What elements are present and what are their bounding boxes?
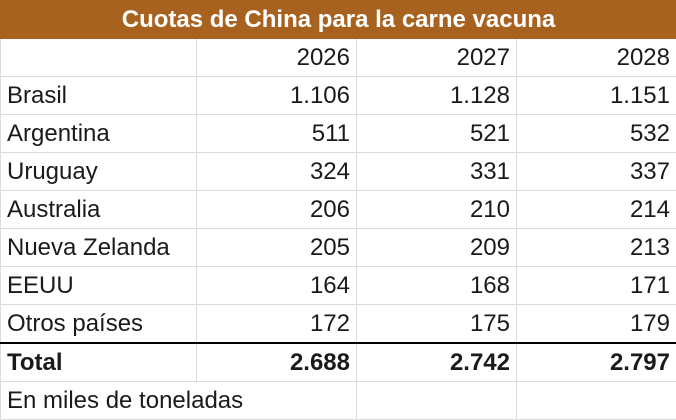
row-label: EEUU	[1, 267, 197, 305]
row-value: 205	[197, 229, 357, 267]
row-label: Argentina	[1, 115, 197, 153]
row-label: Nueva Zelanda	[1, 229, 197, 267]
total-label: Total	[1, 343, 197, 382]
row-value: 209	[357, 229, 517, 267]
row-value: 521	[357, 115, 517, 153]
row-label: Australia	[1, 191, 197, 229]
row-label: Uruguay	[1, 153, 197, 191]
header-2026: 2026	[197, 39, 357, 77]
row-value: 1.128	[357, 77, 517, 115]
row-value: 511	[197, 115, 357, 153]
header-row: 2026 2027 2028	[1, 39, 676, 77]
empty-cell	[357, 382, 517, 420]
total-value: 2.797	[517, 343, 676, 382]
header-2027: 2027	[357, 39, 517, 77]
row-value: 331	[357, 153, 517, 191]
row-value: 324	[197, 153, 357, 191]
row-value: 213	[517, 229, 676, 267]
row-value: 337	[517, 153, 676, 191]
table-title: Cuotas de China para la carne vacuna	[1, 1, 676, 39]
row-value: 1.151	[517, 77, 676, 115]
row-value: 175	[357, 305, 517, 344]
units-note: En miles de toneladas	[1, 382, 357, 420]
title-row: Cuotas de China para la carne vacuna	[1, 1, 676, 39]
note-row: En miles de toneladas	[1, 382, 676, 420]
header-2028: 2028	[517, 39, 676, 77]
empty-cell	[517, 382, 676, 420]
row-label: Brasil	[1, 77, 197, 115]
total-value: 2.688	[197, 343, 357, 382]
row-value: 168	[357, 267, 517, 305]
row-value: 1.106	[197, 77, 357, 115]
row-value: 171	[517, 267, 676, 305]
row-value: 172	[197, 305, 357, 344]
header-empty	[1, 39, 197, 77]
row-value: 214	[517, 191, 676, 229]
row-label: Otros países	[1, 305, 197, 344]
row-value: 179	[517, 305, 676, 344]
row-value: 532	[517, 115, 676, 153]
total-value: 2.742	[357, 343, 517, 382]
row-value: 210	[357, 191, 517, 229]
row-value: 206	[197, 191, 357, 229]
row-value: 164	[197, 267, 357, 305]
